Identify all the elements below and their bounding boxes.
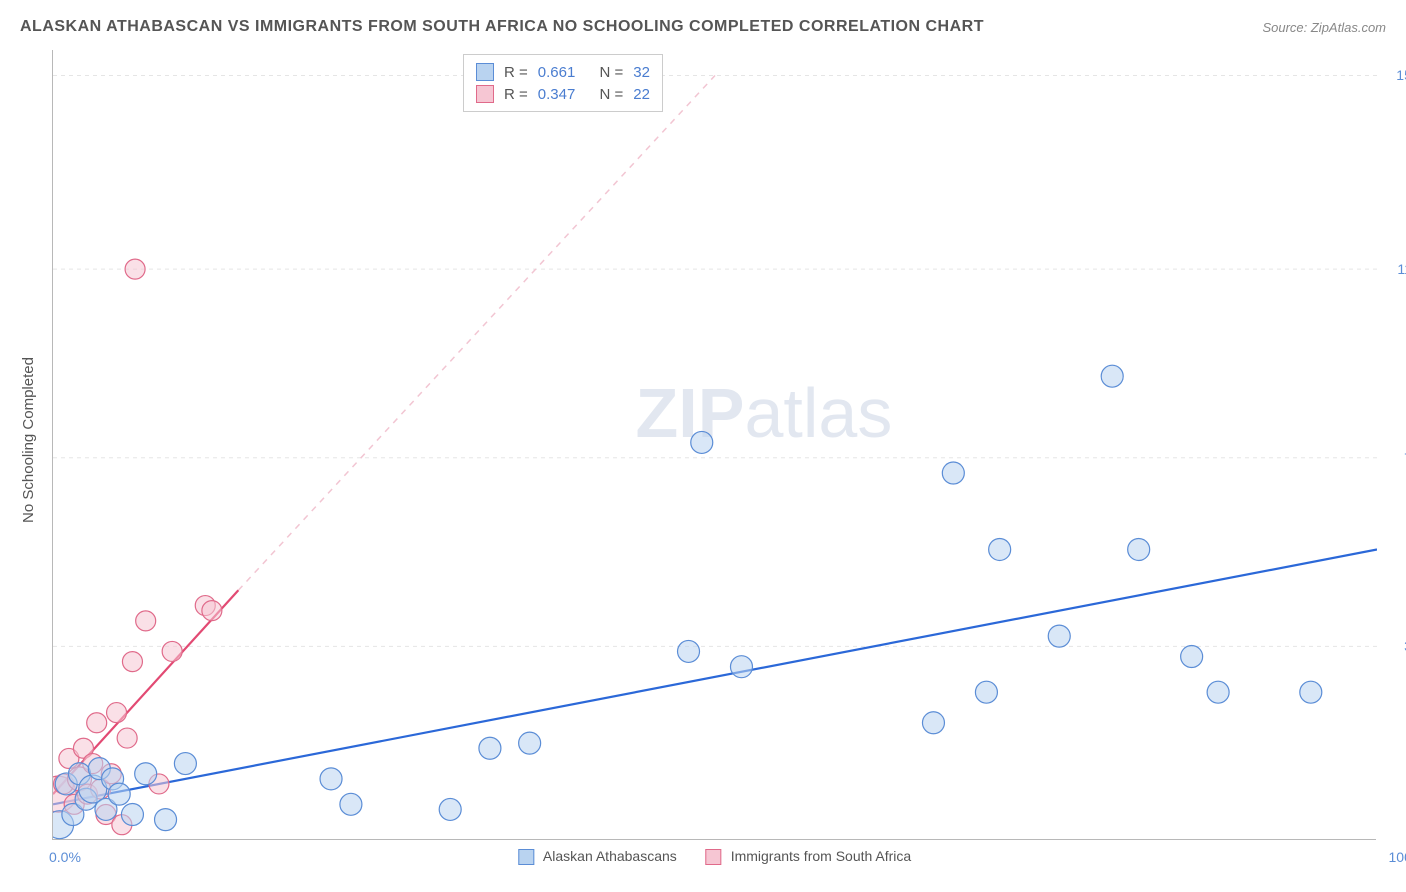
correlation-chart: ALASKAN ATHABASCAN VS IMMIGRANTS FROM SO… bbox=[0, 0, 1406, 892]
plot-area: ZIPatlas R = 0.661 N = 32 R = 0.347 N = … bbox=[52, 50, 1376, 840]
r-value-1: 0.661 bbox=[538, 64, 576, 81]
swatch-series2-icon bbox=[476, 85, 494, 103]
chart-source: Source: ZipAtlas.com bbox=[1262, 20, 1386, 35]
y-tick-label: 11.2% bbox=[1397, 261, 1406, 277]
y-tick-label: 15.0% bbox=[1396, 67, 1406, 83]
legend-label-2: Immigrants from South Africa bbox=[731, 848, 912, 864]
x-tick-1: 100.0% bbox=[1389, 849, 1406, 865]
n-label-2: N = bbox=[599, 86, 623, 103]
svg-text:ZIPatlas: ZIPatlas bbox=[636, 374, 893, 452]
r-label-1: R = bbox=[504, 64, 528, 81]
n-label-1: N = bbox=[599, 64, 623, 81]
r-label-2: R = bbox=[504, 86, 528, 103]
swatch-series2-icon bbox=[705, 849, 721, 865]
swatch-series1-icon bbox=[476, 63, 494, 81]
n-value-1: 32 bbox=[633, 64, 650, 81]
legend-item-2: Immigrants from South Africa bbox=[705, 848, 911, 865]
legend-label-1: Alaskan Athabascans bbox=[543, 848, 677, 864]
series-legend: Alaskan Athabascans Immigrants from Sout… bbox=[518, 848, 911, 865]
r-value-2: 0.347 bbox=[538, 86, 576, 103]
x-tick-0: 0.0% bbox=[49, 849, 81, 865]
chart-title: ALASKAN ATHABASCAN VS IMMIGRANTS FROM SO… bbox=[20, 18, 984, 36]
y-axis-label: No Schooling Completed bbox=[20, 357, 37, 523]
correlation-legend: R = 0.661 N = 32 R = 0.347 N = 22 bbox=[463, 54, 663, 112]
swatch-series1-icon bbox=[518, 849, 534, 865]
legend-item-1: Alaskan Athabascans bbox=[518, 848, 677, 865]
plot-svg: ZIPatlas bbox=[53, 50, 1377, 840]
correlation-row-1: R = 0.661 N = 32 bbox=[476, 61, 650, 83]
correlation-row-2: R = 0.347 N = 22 bbox=[476, 83, 650, 105]
n-value-2: 22 bbox=[633, 86, 650, 103]
